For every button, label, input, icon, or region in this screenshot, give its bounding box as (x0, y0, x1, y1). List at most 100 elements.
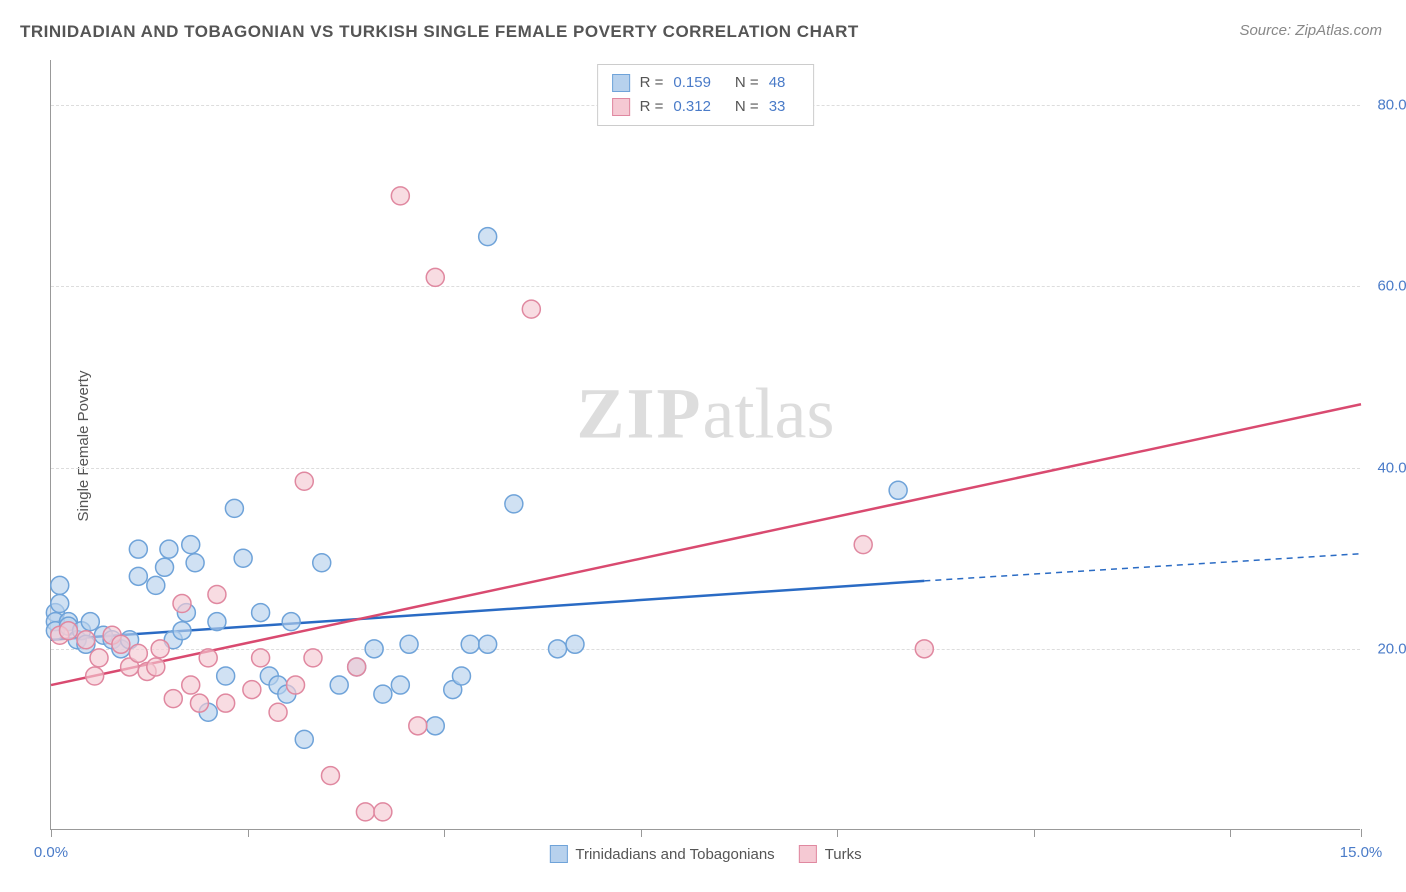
series-label: Turks (825, 846, 862, 863)
ytick-label: 60.0% (1377, 278, 1406, 295)
point-trinidadians (129, 567, 147, 585)
point-trinidadians (51, 595, 69, 613)
point-turks (147, 658, 165, 676)
swatch-icon (612, 74, 630, 92)
point-trinidadians (426, 717, 444, 735)
point-trinidadians (549, 640, 567, 658)
point-trinidadians (365, 640, 383, 658)
xtick (641, 829, 642, 837)
legend-row-turks: R = 0.312 N = 33 (612, 95, 800, 119)
point-trinidadians (156, 558, 174, 576)
point-turks (252, 649, 270, 667)
point-trinidadians (889, 481, 907, 499)
point-trinidadians (479, 228, 497, 246)
point-trinidadians (391, 676, 409, 694)
point-trinidadians (81, 613, 99, 631)
ytick-label: 80.0% (1377, 97, 1406, 114)
point-turks (374, 803, 392, 821)
point-trinidadians (252, 604, 270, 622)
point-trinidadians (461, 635, 479, 653)
scatter-layer (51, 60, 351, 210)
point-turks (243, 681, 261, 699)
plot-area: ZIPatlas 20.0%40.0%60.0%80.0%0.0%15.0% R… (50, 60, 1360, 830)
point-turks (86, 667, 104, 685)
series-label: Trinidadians and Tobagonians (575, 846, 774, 863)
point-trinidadians (295, 730, 313, 748)
xtick (1230, 829, 1231, 837)
point-turks (915, 640, 933, 658)
point-turks (295, 472, 313, 490)
point-trinidadians (147, 576, 165, 594)
point-turks (409, 717, 427, 735)
n-label: N = (735, 95, 759, 119)
point-turks (426, 268, 444, 286)
source-label: Source: ZipAtlas.com (1239, 22, 1382, 39)
point-turks (522, 300, 540, 318)
point-turks (151, 640, 169, 658)
gridline (51, 468, 1360, 469)
point-turks (356, 803, 374, 821)
point-turks (208, 585, 226, 603)
trend-line-ext-trinidadians (924, 554, 1361, 581)
xtick (51, 829, 52, 837)
r-value: 0.312 (673, 95, 711, 119)
point-trinidadians (505, 495, 523, 513)
point-turks (391, 187, 409, 205)
point-trinidadians (234, 549, 252, 567)
ytick-label: 40.0% (1377, 459, 1406, 476)
legend-row-trinidadians: R =0.159N =48 (612, 71, 800, 95)
r-value: 0.159 (673, 71, 711, 95)
point-trinidadians (566, 635, 584, 653)
xtick (1361, 829, 1362, 837)
point-trinidadians (129, 540, 147, 558)
xtick-label: 0.0% (34, 844, 68, 861)
point-turks (190, 694, 208, 712)
point-turks (304, 649, 322, 667)
xtick (837, 829, 838, 837)
swatch-icon (549, 845, 567, 863)
point-trinidadians (182, 536, 200, 554)
point-trinidadians (452, 667, 470, 685)
ytick-label: 20.0% (1377, 640, 1406, 657)
xtick (444, 829, 445, 837)
correlation-legend: R =0.159N =48R =0.312N =33 (597, 64, 815, 126)
n-label: N = (735, 71, 759, 95)
point-trinidadians (330, 676, 348, 694)
point-trinidadians (208, 613, 226, 631)
point-trinidadians (400, 635, 418, 653)
swatch-icon (612, 98, 630, 116)
point-trinidadians (160, 540, 178, 558)
point-trinidadians (374, 685, 392, 703)
point-trinidadians (186, 554, 204, 572)
trend-line-turks (51, 404, 1361, 685)
xtick (248, 829, 249, 837)
point-turks (77, 631, 95, 649)
gridline (51, 286, 1360, 287)
r-label: R = (640, 95, 664, 119)
point-turks (269, 703, 287, 721)
point-turks (59, 622, 77, 640)
r-label: R = (640, 71, 664, 95)
point-trinidadians (313, 554, 331, 572)
point-turks (217, 694, 235, 712)
point-trinidadians (225, 499, 243, 517)
series-legend: Trinidadians and Tobagonians Turks (549, 845, 861, 863)
chart-title: TRINIDADIAN AND TOBAGONIAN VS TURKISH SI… (20, 22, 859, 42)
point-trinidadians (217, 667, 235, 685)
point-turks (321, 767, 339, 785)
point-turks (182, 676, 200, 694)
gridline (51, 649, 1360, 650)
legend-item-trinidadians: Trinidadians and Tobagonians (549, 845, 774, 863)
point-turks (348, 658, 366, 676)
legend-item-turks: Turks (799, 845, 862, 863)
watermark: ZIPatlas (577, 372, 835, 455)
point-turks (164, 690, 182, 708)
xtick (1034, 829, 1035, 837)
point-turks (129, 644, 147, 662)
point-turks (90, 649, 108, 667)
point-trinidadians (173, 622, 191, 640)
point-trinidadians (282, 613, 300, 631)
n-value: 33 (769, 95, 786, 119)
point-turks (854, 536, 872, 554)
xtick-label: 15.0% (1340, 844, 1383, 861)
